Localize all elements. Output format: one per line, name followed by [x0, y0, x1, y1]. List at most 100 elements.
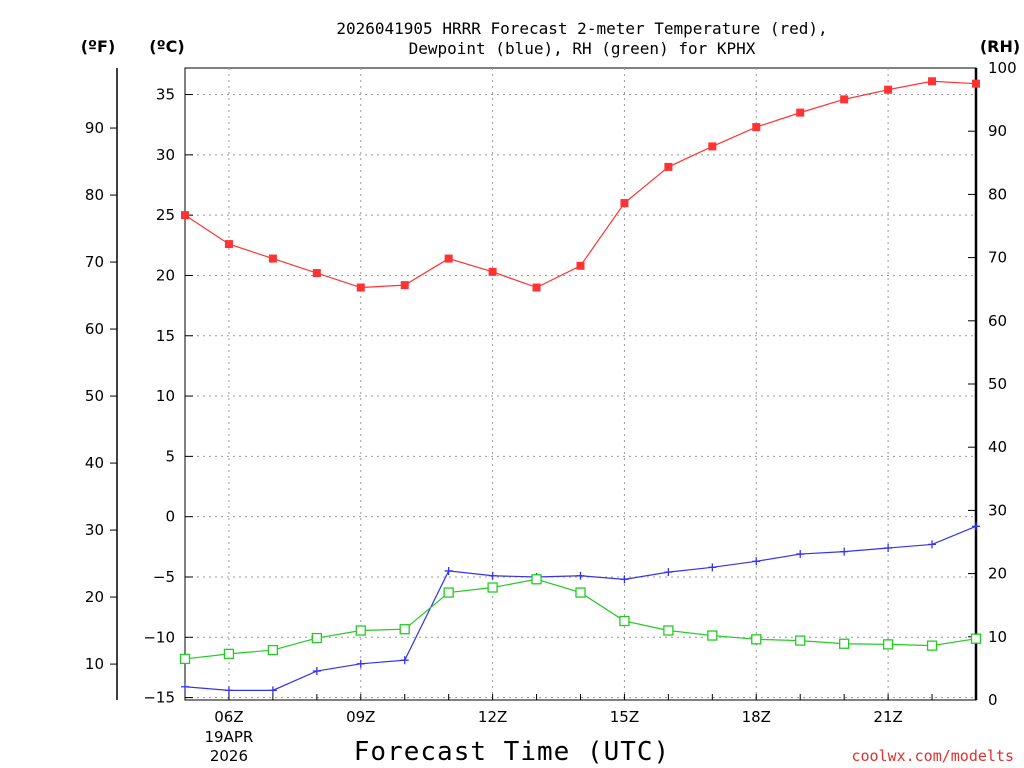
fahrenheit-tick-label: 40 [85, 454, 104, 472]
celsius-tick-label: 5 [165, 447, 175, 465]
temperature-point [400, 281, 409, 290]
rh-tick-label: 80 [988, 185, 1007, 203]
rh-tick-label: 40 [988, 438, 1007, 456]
temperature-point [181, 211, 189, 220]
dewpoint-point [884, 544, 893, 553]
celsius-tick-label: −5 [153, 568, 175, 586]
rh-point [531, 574, 542, 585]
fahrenheit-tick-label: 50 [85, 387, 104, 405]
celsius-tick-label: −15 [143, 689, 175, 707]
temperature-point [708, 142, 717, 151]
rh-point [882, 639, 894, 650]
rh-tick-label: 20 [988, 565, 1007, 583]
temperature-point [532, 283, 541, 292]
temperature-point [444, 254, 453, 263]
x-axis-title: Forecast Time (UTC) [354, 737, 670, 767]
temperature-point [840, 95, 849, 104]
celsius-unit-label: (ºC) [149, 37, 184, 56]
rh-point [663, 625, 674, 636]
dewpoint-series [181, 522, 980, 695]
rh-series [179, 574, 982, 665]
dewpoint-point [972, 522, 980, 531]
temperature-point [664, 162, 673, 171]
dewpoint-point [840, 547, 849, 556]
temperature-point [312, 269, 321, 278]
dewpoint-point [181, 682, 189, 691]
chart-title-line2: Dewpoint (blue), RH (green) for KPHX [409, 39, 756, 58]
rh-point [795, 635, 806, 646]
dewpoint-point [576, 571, 585, 580]
rh-point [223, 648, 235, 660]
fahrenheit-tick-label: 20 [85, 588, 104, 606]
rh-point [487, 582, 498, 593]
rh-tick-label: 90 [988, 122, 1007, 140]
dewpoint-point [708, 563, 717, 572]
celsius-tick-label: 20 [156, 266, 175, 284]
dewpoint-point [796, 550, 805, 559]
credit-link[interactable]: coolwx.com/modelts [851, 747, 1014, 765]
temperature-point [796, 108, 805, 117]
axes: −15 −10 −5 0 5 10 15 20 25 30 35 10 20 30 40 50 60 70 80 90… [85, 59, 1017, 765]
rh-point [707, 630, 718, 641]
x-tick-label: 06Z [214, 708, 243, 726]
dewpoint-point [928, 540, 937, 549]
rh-point [399, 624, 410, 635]
celsius-tick-label: 15 [156, 327, 175, 345]
rh-point [970, 633, 982, 644]
dewpoint-point [312, 667, 321, 676]
dewpoint-point [268, 686, 277, 695]
fahrenheit-tick-label: 90 [85, 119, 104, 137]
rh-tick-label: 50 [988, 375, 1007, 393]
fahrenheit-tick-label: 70 [85, 253, 104, 271]
rh-point [839, 638, 850, 649]
rh-point [926, 640, 938, 651]
temperature-series [181, 77, 980, 292]
temperature-point [928, 77, 937, 86]
x-tick-label: 12Z [478, 708, 507, 726]
dewpoint-point [224, 686, 233, 695]
dewpoint-point [444, 566, 453, 575]
x-tick-label: 15Z [610, 708, 639, 726]
x-tick-label: 09Z [346, 708, 375, 726]
rh-point [575, 587, 586, 598]
rh-point [355, 625, 366, 636]
rh-point [619, 615, 630, 627]
rh-tick-label: 0 [988, 691, 998, 709]
rh-point [311, 632, 322, 644]
grid [185, 68, 976, 700]
series [179, 77, 982, 695]
x-tick-year: 2026 [210, 747, 248, 765]
celsius-tick-label: 0 [165, 508, 175, 526]
rh-tick-label: 60 [988, 312, 1007, 330]
temperature-point [620, 199, 629, 208]
rh-point [267, 644, 279, 656]
temperature-point [488, 267, 497, 276]
celsius-tick-label: −10 [143, 628, 175, 646]
rh-tick-label: 10 [988, 628, 1007, 646]
plot-frame [184, 67, 977, 701]
celsius-tick-label: 25 [156, 206, 175, 224]
fahrenheit-tick-label: 60 [85, 320, 104, 338]
dewpoint-point [356, 659, 365, 668]
celsius-tick-label: 10 [156, 387, 175, 405]
fahrenheit-unit-label: (ºF) [81, 37, 116, 56]
rh-tick-label: 30 [988, 501, 1007, 519]
temperature-point [224, 240, 233, 249]
dewpoint-point [752, 557, 761, 566]
temperature-point [752, 123, 761, 132]
fahrenheit-tick-label: 10 [85, 655, 104, 673]
rh-unit-label: (RH) [980, 37, 1020, 56]
x-tick-label: 21Z [873, 708, 902, 726]
rh-tick-label: 100 [988, 59, 1017, 77]
celsius-tick-label: 35 [156, 86, 175, 104]
fahrenheit-tick-label: 30 [85, 521, 104, 539]
dewpoint-line [184, 525, 977, 691]
temperature-point [576, 261, 585, 270]
dewpoint-point [620, 575, 629, 584]
dewpoint-point [400, 656, 409, 665]
fahrenheit-tick-label: 80 [85, 186, 104, 204]
x-tick-label: 18Z [742, 708, 771, 726]
dewpoint-point [664, 568, 673, 577]
chart-title-line1: 2026041905 HRRR Forecast 2-meter Tempera… [336, 19, 827, 38]
